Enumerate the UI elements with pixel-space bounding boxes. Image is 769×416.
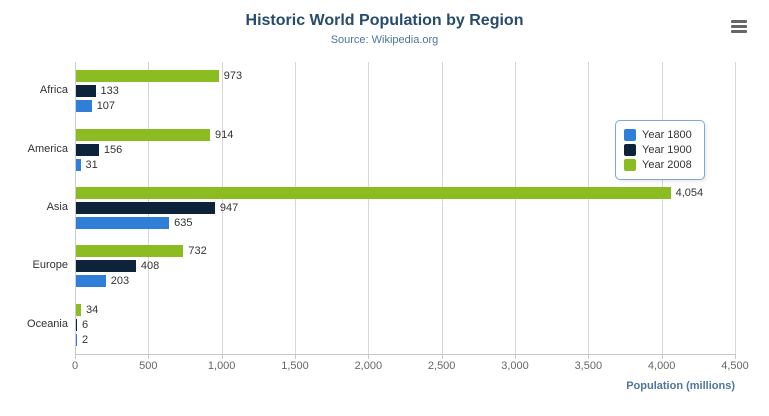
plot-area: 973 133 107 914 156 31 4,054 947 635 732 408 203 34 6…	[75, 62, 736, 354]
category-labels: Africa America Asia Europe Oceania	[0, 62, 68, 354]
category-label-africa: Africa	[39, 84, 68, 97]
data-label-europe-year-1900: 408	[140, 260, 160, 273]
data-label-asia-year-2008: 4,054	[675, 187, 704, 199]
bar-africa-year-1900[interactable]	[76, 85, 96, 98]
x-axis-title: Population (millions)	[626, 380, 735, 392]
gridline-3000	[515, 62, 516, 354]
x-tick-label-4500: 4,500	[721, 360, 749, 372]
data-label-africa-year-1800: 107	[96, 100, 116, 113]
tick-mark-4000	[661, 355, 663, 359]
gridline-0	[75, 62, 76, 354]
chart-subtitle: Source: Wikipedia.org	[330, 34, 439, 46]
data-label-america-year-2008: 914	[215, 128, 234, 141]
legend-item-year-1800[interactable]: Year 1800	[624, 129, 692, 141]
bar-europe-year-1800[interactable]	[76, 275, 106, 288]
category-label-oceania: Oceania	[27, 317, 68, 330]
gridline-2500	[441, 62, 443, 354]
bar-america-year-2008[interactable]	[76, 128, 211, 141]
category-label-europe: Europe	[32, 259, 68, 272]
bar-asia-year-1800[interactable]	[76, 217, 170, 229]
x-tick-label-2000: 2,000	[354, 360, 383, 372]
gridline-1500	[295, 62, 296, 354]
x-axis-line	[75, 354, 736, 355]
hamburger-menu-icon[interactable]	[731, 20, 747, 34]
tick-mark-0	[75, 355, 76, 359]
x-tick-label-3500: 3,500	[574, 360, 603, 372]
category-label-asia: Asia	[46, 201, 68, 213]
gridline-1000	[221, 62, 223, 354]
gridline-4000	[661, 62, 663, 354]
tick-mark-1500	[295, 355, 296, 359]
tick-mark-2000	[368, 355, 370, 359]
bar-oceania-year-1900[interactable]	[76, 318, 77, 331]
tick-mark-500	[148, 355, 150, 359]
x-tick-label-0: 0	[71, 360, 79, 372]
tick-mark-2500	[441, 355, 443, 359]
bar-asia-year-1900[interactable]	[76, 202, 215, 214]
data-label-oceania-year-1800: 2	[82, 333, 89, 346]
legend-item-year-2008[interactable]: Year 2008	[624, 159, 692, 171]
x-tick-label-3000: 3,000	[501, 360, 529, 372]
menu-line	[731, 20, 747, 23]
x-tick-label-1000: 1,000	[207, 360, 236, 372]
gridline-4500	[735, 62, 736, 354]
bar-asia-year-2008[interactable]	[76, 187, 671, 199]
data-label-oceania-year-1900: 6	[82, 318, 89, 331]
legend-swatch	[624, 159, 636, 171]
bar-europe-year-1900[interactable]	[76, 260, 136, 273]
legend-label: Year 1800	[642, 129, 692, 141]
category-label-america: America	[27, 142, 68, 155]
legend-label: Year 1900	[642, 144, 692, 156]
gridline-2000	[368, 62, 370, 354]
tick-mark-3000	[515, 355, 516, 359]
x-tick-label-500: 500	[139, 360, 158, 372]
gridline-3500	[588, 62, 590, 354]
data-label-africa-year-2008: 973	[223, 70, 243, 83]
x-tick-label-1500: 1,500	[281, 360, 309, 372]
x-tick-label-4000: 4,000	[647, 360, 676, 372]
bar-africa-year-1800[interactable]	[76, 100, 92, 113]
bar-america-year-1900[interactable]	[76, 143, 99, 156]
tick-mark-3500	[588, 355, 590, 359]
chart-title: Historic World Population by Region	[245, 12, 524, 29]
legend-swatch	[624, 129, 636, 141]
tick-mark-4500	[735, 355, 736, 359]
legend-item-year-1900[interactable]: Year 1900	[624, 144, 692, 156]
tick-mark-1000	[221, 355, 223, 359]
legend-label: Year 2008	[642, 159, 692, 171]
data-label-asia-year-1800: 635	[174, 217, 193, 229]
legend-swatch	[624, 144, 636, 156]
data-label-oceania-year-2008: 34	[85, 303, 99, 316]
bar-america-year-1800[interactable]	[76, 158, 81, 171]
bar-europe-year-2008[interactable]	[76, 245, 184, 258]
menu-line	[731, 30, 747, 33]
data-label-africa-year-1900: 133	[100, 85, 119, 98]
bar-oceania-year-1800[interactable]	[76, 333, 77, 346]
data-label-europe-year-2008: 732	[188, 245, 207, 258]
data-label-america-year-1800: 31	[85, 158, 98, 171]
data-label-asia-year-1900: 947	[219, 202, 239, 214]
data-label-europe-year-1800: 203	[110, 275, 130, 288]
legend: Year 1800 Year 1900 Year 2008	[615, 120, 705, 180]
x-tick-label-2500: 2,500	[427, 360, 456, 372]
menu-line	[731, 25, 747, 28]
data-label-america-year-1900: 156	[103, 143, 123, 156]
bar-oceania-year-2008[interactable]	[76, 303, 81, 316]
bar-africa-year-2008[interactable]	[76, 70, 219, 83]
